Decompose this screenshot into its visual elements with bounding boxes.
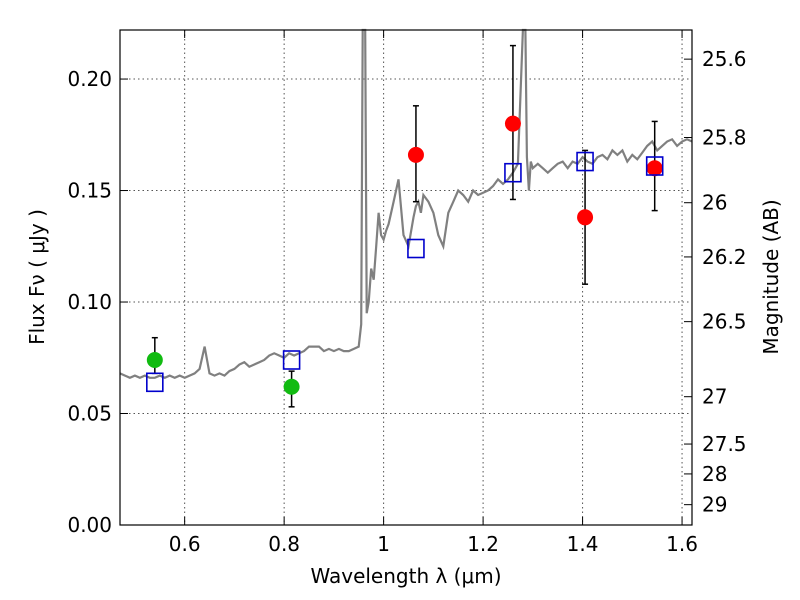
x-tick-label: 1.4: [567, 532, 599, 556]
mag-tick-label: 26: [702, 191, 727, 215]
x-axis-label: Wavelength λ (μm): [310, 564, 501, 588]
axis-ticks: 0.6 0.8 1 1.2 1.4 1.6 0.00 0.05 0.10 0.15 0.20 25.6…: [67, 30, 747, 556]
x-tick-label: 1.2: [467, 532, 499, 556]
x-tick-label: 1: [377, 532, 390, 556]
y-axis-label: Flux Fν ( μJy ): [25, 209, 49, 345]
optical-data-point: [146, 352, 163, 368]
nir-data-point: [646, 160, 663, 177]
model-photometry-square: [645, 156, 664, 176]
nir-data-point: [577, 209, 594, 226]
x-tick-label: 0.6: [169, 532, 201, 556]
mag-tick-label: 26.2: [702, 245, 747, 269]
error-bars: [151, 44, 658, 408]
y-tick-label: 0.20: [67, 67, 112, 91]
model-sed-line: [119, 28, 693, 380]
model-photometry-square: [504, 162, 522, 183]
mag-tick-label: 28: [702, 462, 727, 486]
y2-axis-label: Magnitude (AB): [759, 199, 783, 354]
nir-data-point: [504, 115, 521, 132]
x-tick-label: 0.8: [268, 532, 300, 556]
model-photometry-square: [146, 372, 164, 393]
model-photometry-square: [407, 238, 425, 259]
mag-tick-label: 25.6: [702, 47, 747, 71]
nir-data-point: [407, 146, 424, 163]
y-tick-label: 0.05: [67, 402, 112, 426]
y-tick-label: 0.10: [67, 290, 112, 314]
y-tick-label: 0.00: [67, 513, 112, 537]
mag-tick-label: 26.5: [702, 310, 747, 334]
mag-tick-label: 29: [702, 493, 727, 517]
plot-frame: [119, 29, 693, 526]
grid-lines: [120, 30, 692, 526]
y-tick-label: 0.15: [67, 179, 112, 203]
mag-tick-label: 27.5: [702, 432, 747, 456]
x-tick-label: 1.6: [666, 532, 698, 556]
mag-tick-label: 27: [702, 385, 727, 409]
model-photometry-square: [576, 151, 594, 172]
data-markers: [146, 115, 664, 395]
optical-data-point: [283, 378, 300, 395]
model-photometry-square: [282, 350, 301, 370]
mag-tick-label: 25.8: [702, 126, 747, 150]
